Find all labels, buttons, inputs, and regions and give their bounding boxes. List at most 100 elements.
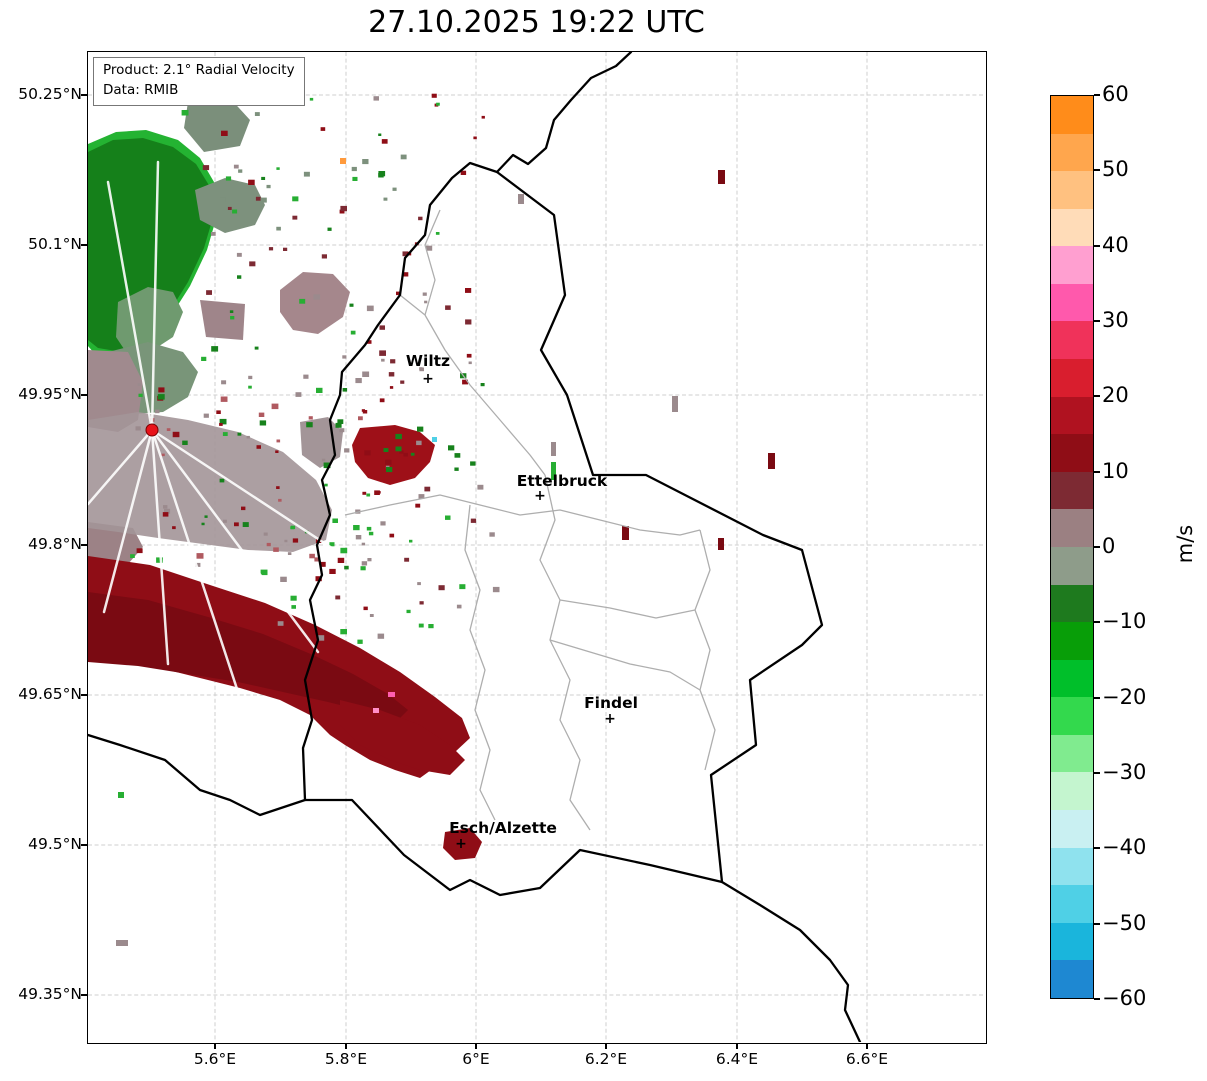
- noise-pixel: [465, 319, 472, 325]
- noise-pixel: [357, 639, 363, 644]
- noise-pixel: [225, 176, 232, 181]
- noise-pixel: [156, 557, 163, 563]
- noise-pixel: [409, 539, 413, 543]
- noise-pixel: [417, 582, 421, 586]
- noise-pixel: [456, 604, 462, 609]
- y-tick-mark: [81, 844, 87, 846]
- noise-pixel: [276, 226, 281, 231]
- noise-pixel: [366, 526, 372, 531]
- noise-pixel: [369, 614, 374, 617]
- colorbar-tick-label: −10: [1102, 609, 1147, 634]
- noise-pixel: [204, 515, 208, 518]
- noise-pixel: [320, 127, 326, 131]
- city-marker-ettelbruck: +: [534, 488, 546, 504]
- noise-pixel: [489, 532, 495, 537]
- noise-pixel: [431, 93, 437, 98]
- y-tick-label: 50.25°N: [18, 85, 82, 103]
- noise-pixel: [323, 462, 331, 469]
- colorbar-tick-label: −40: [1102, 835, 1147, 860]
- noise-pixel: [309, 97, 314, 101]
- noise-pixel: [201, 356, 207, 361]
- noise-pixel: [211, 232, 216, 236]
- noise-pixel: [216, 410, 221, 414]
- colorbar-segment: [1051, 96, 1093, 134]
- colorbar-tick-mark: [1094, 696, 1100, 699]
- noise-pixel: [468, 361, 472, 365]
- luxembourg-border-path: [301, 161, 824, 897]
- noise-pixel: [292, 196, 299, 202]
- colorbar-tick-label: 50: [1102, 157, 1129, 182]
- noise-pixel: [266, 542, 271, 547]
- colorbar-tick-mark: [1094, 847, 1100, 850]
- colorbar-tick-label: 20: [1102, 383, 1129, 408]
- noise-pixel: [248, 385, 252, 389]
- noise-pixel: [290, 595, 297, 601]
- noise-pixel: [337, 419, 344, 424]
- noise-pixel: [335, 422, 342, 428]
- noise-pixel: [221, 380, 227, 385]
- noise-pixel: [385, 459, 392, 465]
- noise-pixel: [378, 171, 386, 177]
- noise-pixel: [402, 272, 409, 277]
- noise-pixel: [254, 112, 260, 116]
- colorbar: [1050, 95, 1094, 999]
- district-border-path: [694, 529, 716, 771]
- product-label: Product: 2.1° Radial Velocity: [103, 62, 295, 78]
- city-label-wiltz: Wiltz: [405, 352, 451, 370]
- noise-pixel: [219, 418, 227, 425]
- noise-pixel: [477, 484, 484, 490]
- noise-pixel: [362, 371, 370, 377]
- noise-pixel: [276, 167, 280, 170]
- noise-pixel: [342, 355, 347, 359]
- beam-spoke: [150, 428, 240, 694]
- y-tick-label: 49.8°N: [28, 535, 82, 553]
- colorbar-segment: [1051, 584, 1093, 623]
- noise-pixel: [158, 387, 165, 393]
- figure-title: 27.10.2025 19:22 UTC: [368, 5, 705, 40]
- y-tick-label: 49.5°N: [28, 835, 82, 853]
- noise-pixel: [374, 490, 380, 495]
- noise-pixel: [248, 375, 253, 380]
- noise-pixel: [395, 433, 402, 440]
- echo-green-core: [88, 138, 214, 352]
- noise-pixel: [367, 340, 372, 344]
- colorbar-segment: [1051, 434, 1093, 472]
- echo-pixel: [116, 940, 128, 946]
- noise-pixel: [379, 325, 385, 330]
- echo-pixel: [118, 792, 124, 798]
- noise-pixel: [263, 532, 268, 536]
- noise-pixel: [402, 251, 409, 257]
- noise-pixel: [373, 96, 379, 101]
- colorbar-tick-mark: [1094, 922, 1100, 925]
- noise-pixel: [445, 515, 451, 520]
- noise-pixel: [492, 586, 500, 593]
- border-france-germany: [720, 880, 862, 1042]
- noise-pixel: [367, 558, 372, 562]
- colorbar-segment: [1051, 847, 1093, 886]
- map-canvas: [88, 52, 985, 1042]
- x-tick-mark: [605, 1043, 607, 1049]
- noise-pixel: [299, 298, 306, 304]
- y-tick-mark: [81, 994, 87, 996]
- district-border-path: [399, 209, 441, 316]
- noise-pixel: [422, 292, 427, 296]
- noise-pixel: [388, 372, 395, 377]
- echo-pixel: [622, 526, 629, 540]
- noise-pixel: [313, 294, 321, 300]
- noise-pixel: [290, 526, 294, 530]
- beam-spoke: [102, 428, 154, 614]
- noise-pixel: [454, 453, 461, 458]
- x-tick-label: 6°E: [462, 1050, 490, 1068]
- noise-pixel: [202, 165, 210, 171]
- x-tick-mark: [736, 1043, 738, 1049]
- echo-pixel: [388, 692, 395, 697]
- noise-pixel: [418, 216, 423, 221]
- city-marker-wiltz: +: [422, 371, 434, 387]
- echo-red-tail: [340, 700, 465, 775]
- district-border-path: [549, 639, 701, 691]
- echo-gray-region: [88, 412, 332, 552]
- noise-pixel: [223, 519, 227, 523]
- noise-pixel: [344, 448, 350, 453]
- echo-pixel: [718, 170, 725, 184]
